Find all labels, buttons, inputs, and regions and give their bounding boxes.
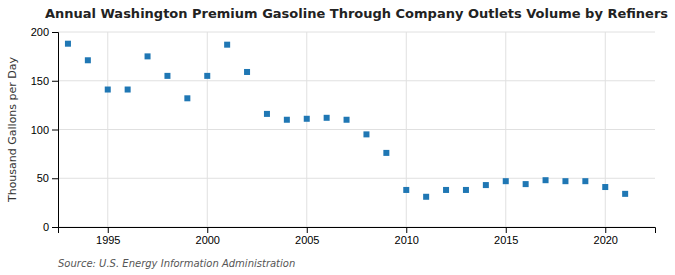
grid-line-x (505, 32, 506, 227)
grid-line-x (107, 32, 108, 227)
chart: 1995 2000 2005 2010 2015 2020 0 50 100 150 200 Annu… (0, 0, 675, 275)
plot-area (65, 41, 628, 200)
y-tick-label: 0 (43, 221, 49, 233)
point (224, 42, 230, 48)
y-tick-mark (52, 32, 58, 33)
point (582, 178, 588, 184)
y-tick: 50 (37, 172, 58, 184)
x-tick: 2005 (295, 227, 319, 246)
grid-line-y (58, 129, 655, 130)
point (423, 194, 429, 200)
y-axis-line (52, 33, 59, 228)
point (204, 73, 210, 79)
point (344, 117, 350, 123)
point (65, 41, 71, 47)
point (145, 53, 151, 59)
grid (58, 32, 655, 227)
point (543, 177, 549, 183)
x-axis-line (59, 228, 656, 234)
x-tick-label: 2000 (196, 234, 220, 246)
y-tick-label: 150 (31, 75, 49, 87)
point (523, 181, 529, 187)
y-tick: 0 (43, 221, 58, 233)
point (383, 150, 389, 156)
point (164, 73, 170, 79)
title: Annual Washington Premium Gasoline Throu… (45, 6, 668, 21)
x-tick-label: 2015 (494, 234, 518, 246)
point (284, 117, 290, 123)
point (324, 115, 330, 121)
y-tick-mark (52, 227, 58, 228)
grid-line-y (58, 32, 655, 33)
point (483, 182, 489, 188)
point (85, 57, 91, 63)
point (463, 187, 469, 193)
x-tick-mark (307, 227, 308, 233)
grid-line-x (406, 32, 407, 227)
point (125, 87, 131, 93)
point (264, 111, 270, 117)
y-tick-mark (52, 130, 58, 131)
x-tick: 2020 (594, 227, 618, 246)
x-tick-label: 2010 (395, 234, 419, 246)
y-tick-mark (52, 178, 58, 179)
x-tick-label: 2005 (295, 234, 319, 246)
x-tick: 2010 (395, 227, 419, 246)
y-axis-title: Thousand Gallons per Day (6, 56, 19, 203)
grid-line-y (58, 80, 655, 81)
point (602, 184, 608, 190)
point (562, 178, 568, 184)
x-axis: 1995 2000 2005 2010 2015 2020 (59, 227, 656, 246)
y-axis: 0 50 100 150 200 (31, 26, 59, 233)
point (403, 187, 409, 193)
grid-line-x (207, 32, 208, 227)
x-tick-mark (108, 227, 109, 233)
point (105, 87, 111, 93)
point (443, 187, 449, 193)
y-tick-label: 200 (31, 26, 49, 38)
y-tick: 100 (31, 124, 58, 136)
y-tick-label: 100 (31, 124, 49, 136)
point (503, 178, 509, 184)
point (244, 69, 250, 75)
y-tick-mark (52, 81, 58, 82)
x-tick-label: 1995 (96, 234, 120, 246)
point (304, 116, 310, 122)
point (184, 95, 190, 101)
x-tick-mark (207, 227, 208, 233)
x-tick-mark (406, 227, 407, 233)
annotation: Source: U.S. Energy Information Administ… (58, 258, 295, 269)
x-tick: 2015 (494, 227, 518, 246)
grid-line-x (605, 32, 606, 227)
point (363, 131, 369, 137)
y-tick: 200 (31, 26, 58, 38)
grid-line-x (306, 32, 307, 227)
x-tick-mark (605, 227, 606, 233)
y-tick: 150 (31, 75, 58, 87)
y-tick-label: 50 (37, 172, 49, 184)
x-tick-mark (506, 227, 507, 233)
x-tick: 2000 (196, 227, 220, 246)
point (622, 191, 628, 197)
x-tick-label: 2020 (594, 234, 618, 246)
x-tick: 1995 (96, 227, 120, 246)
